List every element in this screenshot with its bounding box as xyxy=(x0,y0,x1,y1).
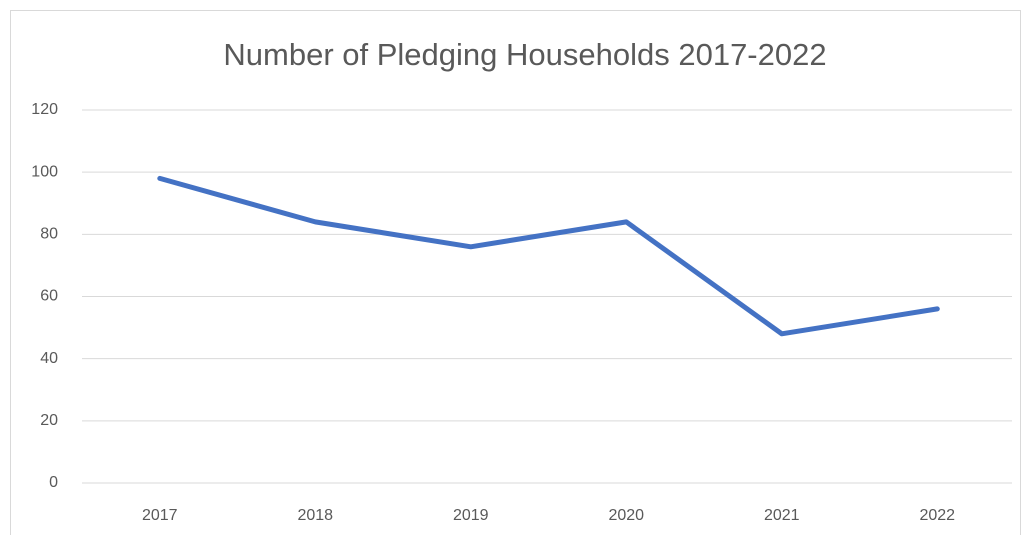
y-tick-label: 100 xyxy=(31,163,58,180)
x-tick-label: 2021 xyxy=(764,507,800,524)
x-tick-label: 2017 xyxy=(142,507,178,524)
x-tick-label: 2018 xyxy=(297,507,333,524)
y-tick-label: 20 xyxy=(40,412,58,429)
chart-title: Number of Pledging Households 2017-2022 xyxy=(223,37,826,72)
x-tick-label: 2022 xyxy=(919,507,955,524)
chart-border xyxy=(10,10,1021,535)
y-tick-label: 0 xyxy=(49,474,58,491)
y-tick-label: 60 xyxy=(40,288,58,305)
x-tick-label: 2019 xyxy=(453,507,489,524)
y-tick-label: 120 xyxy=(31,101,58,118)
x-tick-label: 2020 xyxy=(608,507,644,524)
y-tick-label: 80 xyxy=(40,226,58,243)
y-tick-label: 40 xyxy=(40,350,58,367)
line-series xyxy=(157,175,940,337)
